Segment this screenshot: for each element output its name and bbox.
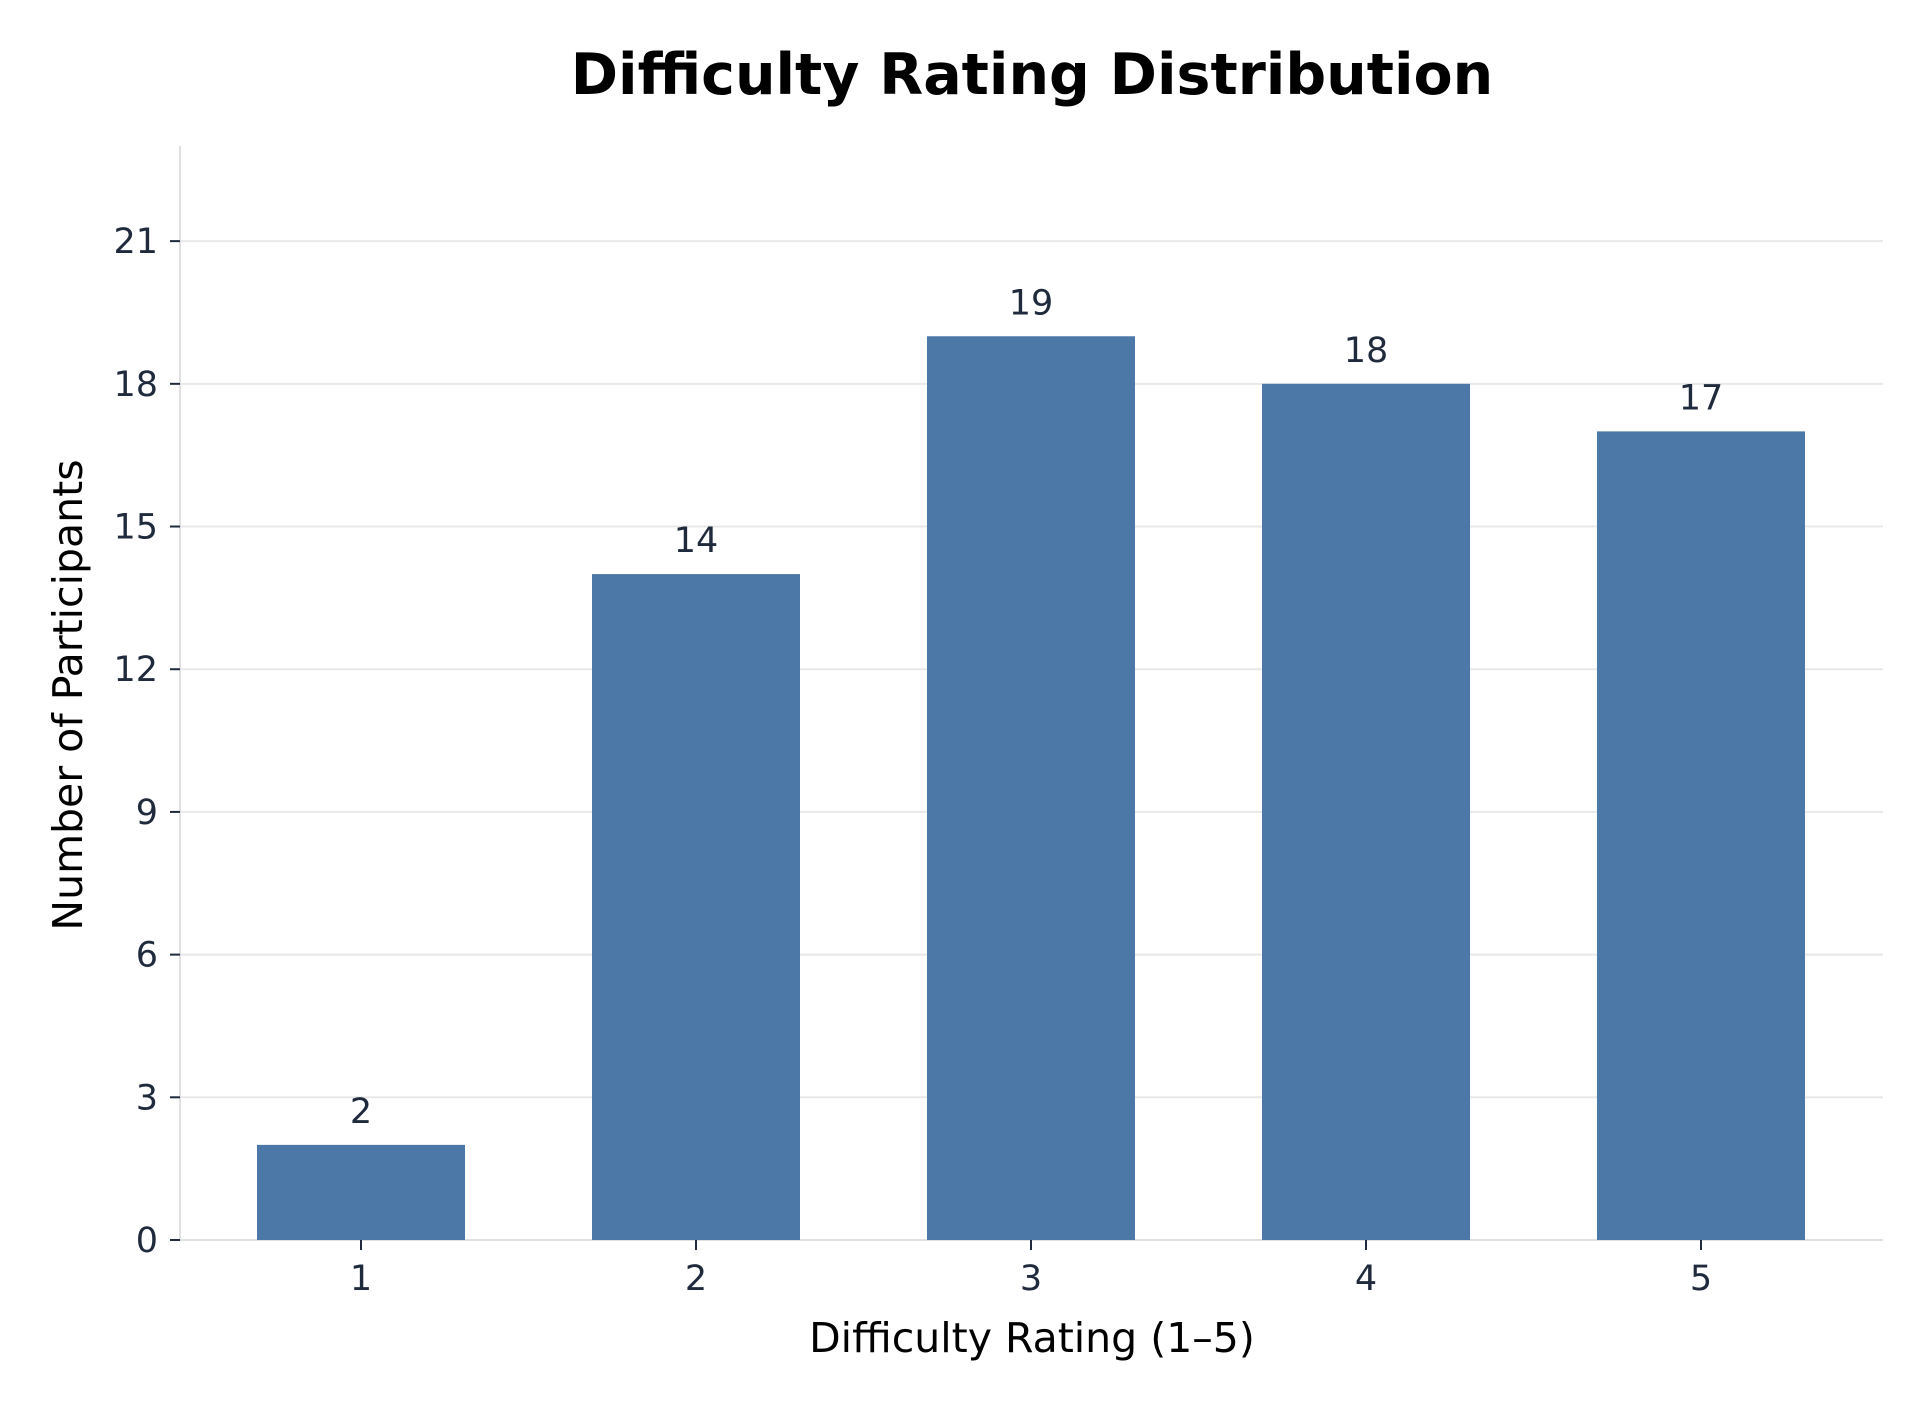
y-tick-label-6: 6 xyxy=(136,936,158,976)
bar-5 xyxy=(1597,431,1805,1240)
x-axis-ticks: 1 2 3 4 5 xyxy=(350,1240,1712,1299)
bar-1 xyxy=(257,1144,465,1240)
y-tick-label-15: 15 xyxy=(113,508,158,548)
bars xyxy=(257,336,1805,1241)
y-axis-ticks: 0 3 6 9 12 15 18 21 xyxy=(113,222,180,1261)
y-tick-label-21: 21 xyxy=(113,222,158,262)
data-labels: 2 14 19 18 17 xyxy=(350,283,1723,1132)
y-tick-label-0: 0 xyxy=(136,1221,158,1261)
x-axis-label: Difficulty Rating (1–5) xyxy=(809,1314,1255,1362)
chart-title: Difficulty Rating Distribution xyxy=(571,42,1494,108)
x-tick-label-5: 5 xyxy=(1690,1259,1712,1299)
x-tick-label-4: 4 xyxy=(1355,1259,1377,1299)
y-tick-label-12: 12 xyxy=(113,650,158,690)
y-tick-label-18: 18 xyxy=(113,365,158,405)
bar-4 xyxy=(1262,383,1470,1241)
y-tick-label-9: 9 xyxy=(136,793,158,833)
data-label-4: 18 xyxy=(1344,331,1389,371)
y-tick-label-3: 3 xyxy=(136,1078,158,1118)
bar-3 xyxy=(927,336,1135,1240)
data-label-2: 14 xyxy=(674,521,719,561)
data-label-3: 19 xyxy=(1009,283,1054,323)
data-label-1: 2 xyxy=(350,1092,372,1132)
x-tick-label-2: 2 xyxy=(685,1259,707,1299)
x-tick-label-1: 1 xyxy=(350,1259,372,1299)
bar-2 xyxy=(592,574,800,1240)
y-axis-label: Number of Participants xyxy=(44,459,92,930)
data-label-5: 17 xyxy=(1679,378,1724,418)
x-tick-label-3: 3 xyxy=(1020,1259,1042,1299)
